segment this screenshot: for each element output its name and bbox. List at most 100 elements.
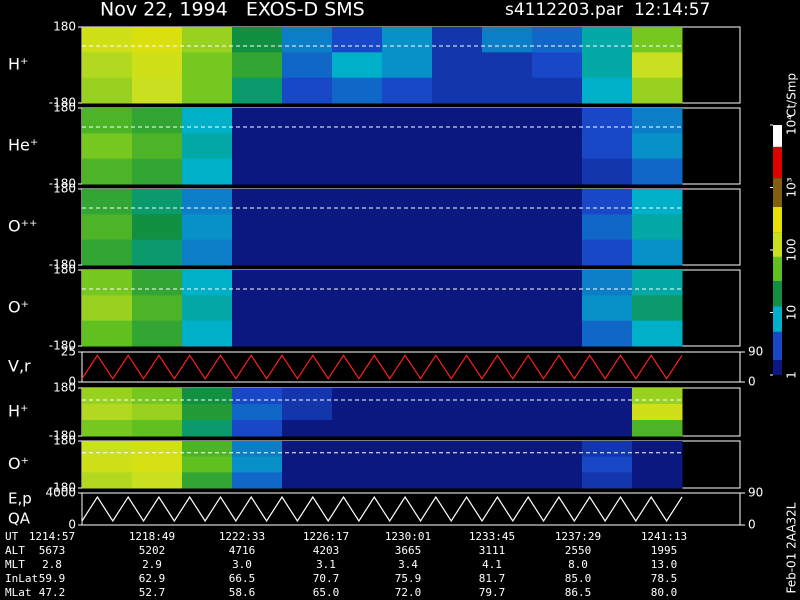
heat-cell (532, 320, 583, 347)
heat-cell (482, 158, 533, 185)
heat-cell (282, 27, 333, 53)
heat-cell (382, 108, 433, 134)
heat-cell (482, 108, 533, 134)
y-tick-label: -180 (49, 339, 76, 353)
heat-cell (182, 77, 233, 104)
heat-cell (182, 441, 233, 458)
heat-cell (532, 108, 583, 134)
heat-cell (582, 158, 633, 185)
heat-cell (182, 27, 233, 53)
table-cell: 4.1 (482, 558, 502, 571)
y2-tick-label: 0 (748, 518, 756, 532)
heat-cell (132, 52, 183, 79)
heat-cell (132, 108, 183, 134)
table-cell: 1241:13 (641, 530, 687, 543)
heat-cell (232, 158, 283, 185)
heat-cell (282, 295, 333, 322)
heat-cell (282, 420, 333, 437)
heat-cell (482, 239, 533, 266)
table-cell: 75.9 (395, 572, 422, 585)
heat-cell (232, 404, 283, 421)
heat-cell (132, 158, 183, 185)
heat-cell (332, 133, 383, 160)
colorbar-swatch (773, 306, 782, 332)
table-cell: 1218:49 (129, 530, 175, 543)
line-series (81, 495, 683, 523)
y2-tick-label: 0 (748, 375, 756, 389)
heat-cell (132, 404, 183, 421)
heat-cell (282, 77, 333, 104)
table-cell: 1233:45 (469, 530, 515, 543)
y-tick-label: 0 (68, 518, 76, 532)
heat-cell (582, 133, 633, 160)
heat-cell (482, 420, 533, 437)
table-cell: 78.5 (651, 572, 678, 585)
heat-cell (182, 295, 233, 322)
heat-cell (532, 27, 583, 53)
heat-cell (382, 320, 433, 347)
heat-cell (332, 320, 383, 347)
heat-cell (632, 456, 683, 473)
table-cell: 1226:17 (303, 530, 349, 543)
panel-label: H⁺ (8, 55, 28, 74)
file-name: s4112203.par 12:14:57 (505, 0, 710, 20)
heat-cell (382, 189, 433, 215)
heat-cell (232, 270, 283, 296)
colorbar-tick-label: 100 (785, 239, 799, 262)
colorbar-tick-label: 1 (785, 371, 799, 379)
heat-cell (432, 158, 483, 185)
row-label: InLat (5, 572, 38, 585)
heat-cell (432, 441, 483, 458)
heat-cell (432, 133, 483, 160)
title: Nov 22, 1994 EXOS-D SMS (100, 0, 365, 21)
heat-cell (632, 133, 683, 160)
heat-cell (132, 472, 183, 489)
y-tick-label: 4000 (45, 486, 76, 500)
table-cell: 59.9 (39, 572, 66, 585)
y-tick-label: 180 (53, 101, 76, 115)
panel-label: O⁺ (8, 454, 29, 473)
heat-cell (582, 27, 633, 53)
heat-cell (632, 388, 683, 405)
heat-cell (432, 27, 483, 53)
heat-cell (282, 52, 333, 79)
heat-cell (82, 189, 133, 215)
table-cell: 47.2 (39, 586, 66, 599)
heat-cell (332, 158, 383, 185)
table-cell: 80.0 (651, 586, 678, 599)
heat-cell (532, 239, 583, 266)
colorbar-label: Ct/Smp (785, 73, 799, 117)
colorbar-swatch (773, 281, 782, 307)
heat-cell (632, 108, 683, 134)
table-cell: 58.6 (229, 586, 256, 599)
heat-cell (632, 320, 683, 347)
heat-cell (82, 441, 133, 458)
heat-cell (482, 214, 533, 241)
heat-cell (232, 420, 283, 437)
heat-cell (332, 295, 383, 322)
heat-cell (232, 239, 283, 266)
y2-tick-label: 90 (748, 345, 763, 359)
heat-cell (332, 77, 383, 104)
heat-cell (482, 388, 533, 405)
heat-cell (132, 388, 183, 405)
panel-frame (81, 492, 741, 526)
heat-cell (332, 441, 383, 458)
heat-cell (432, 52, 483, 79)
table-cell: 1995 (651, 544, 678, 557)
table-cell: 3.1 (316, 558, 336, 571)
heat-cell (182, 133, 233, 160)
heat-cell (532, 214, 583, 241)
table-cell: 1230:01 (385, 530, 431, 543)
heat-cell (632, 52, 683, 79)
heat-cell (232, 77, 283, 104)
heat-cell (432, 214, 483, 241)
table-cell: 5673 (39, 544, 66, 557)
table-cell: 66.5 (229, 572, 256, 585)
heat-cell (132, 295, 183, 322)
heat-cell (632, 270, 683, 296)
heat-cell (132, 189, 183, 215)
heat-cell (182, 158, 233, 185)
y2-tick-label: 90 (748, 486, 763, 500)
